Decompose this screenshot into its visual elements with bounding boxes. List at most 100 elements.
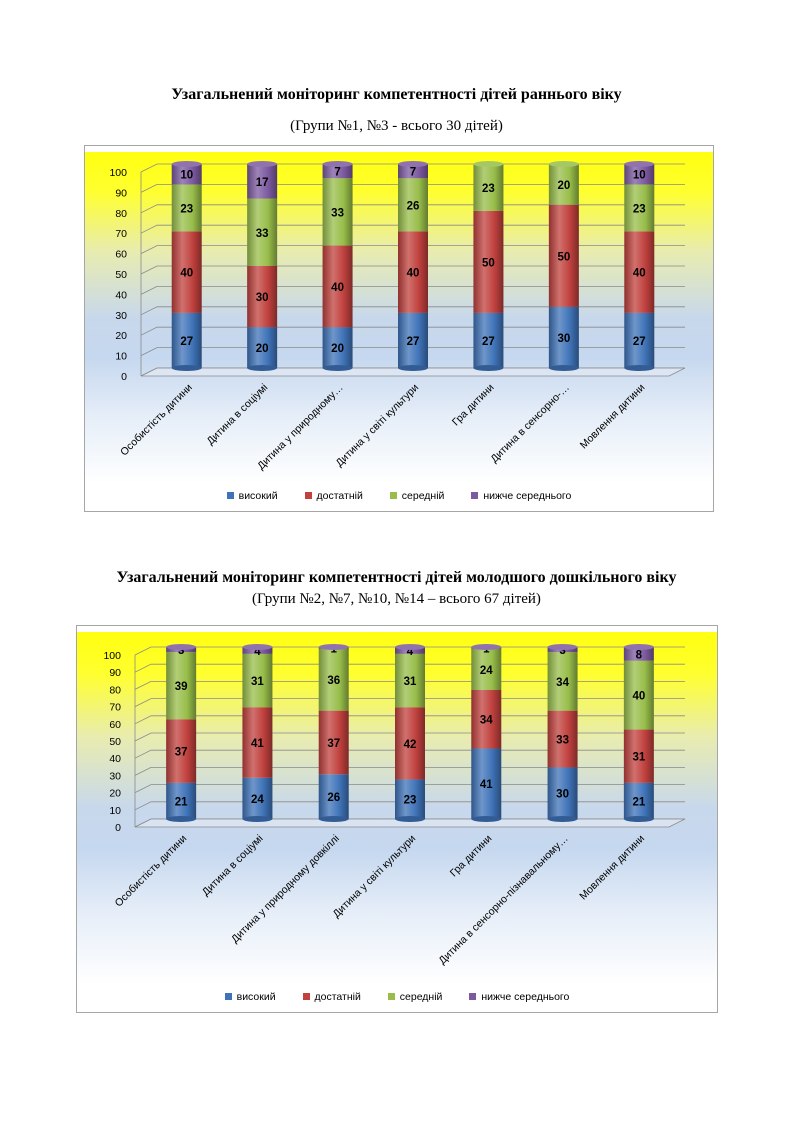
- chart-1: 0 10 20 30 40 50 60 70 80 90 100 27 40 23 10 Особистіст…: [84, 145, 714, 512]
- data-label: 4: [407, 646, 414, 658]
- y-tick-label: 0: [121, 371, 127, 383]
- data-label: 23: [180, 203, 193, 215]
- bar-segment: [395, 647, 425, 654]
- y-tick-label: 90: [109, 667, 121, 679]
- data-label: 20: [331, 343, 344, 355]
- chart-floor: [140, 367, 686, 377]
- bar-segment: [395, 779, 425, 819]
- bar-segment: [171, 231, 202, 313]
- data-label: 34: [556, 677, 569, 689]
- bar-segment: [242, 653, 273, 708]
- legend-item-below: нижче середнього: [469, 991, 569, 1003]
- bar-segment: [166, 719, 197, 783]
- data-label: 33: [556, 735, 569, 747]
- bar-segment: [242, 707, 273, 778]
- data-label: 40: [632, 691, 645, 703]
- bar-segment: [473, 312, 504, 368]
- bar-cap: [547, 644, 578, 650]
- bar-cap: [242, 644, 273, 650]
- bar-base: [471, 816, 502, 822]
- legend-swatch-medium: [387, 993, 395, 1000]
- gridline: [140, 326, 685, 336]
- gridline: [140, 184, 685, 193]
- bar-segment: [247, 327, 278, 368]
- bar-segment: [322, 245, 353, 328]
- legend-label-below: нижче середнього: [483, 490, 572, 502]
- data-label: 31: [251, 676, 264, 688]
- data-label: 26: [407, 200, 420, 212]
- bar-base: [473, 365, 504, 371]
- bar-segment: [398, 231, 428, 313]
- y-tick-label: 20: [115, 330, 127, 342]
- data-label: 50: [482, 257, 495, 269]
- data-label: 36: [327, 675, 340, 687]
- gridline: [134, 801, 685, 811]
- data-label: 30: [256, 292, 269, 304]
- data-label: 10: [633, 170, 646, 182]
- bar-segment: [322, 164, 353, 179]
- data-label: 3: [178, 645, 184, 657]
- y-tick-label: 90: [115, 187, 127, 199]
- bar-segment: [398, 312, 428, 368]
- data-label: 31: [632, 752, 645, 764]
- bar-base: [242, 816, 273, 822]
- bar-base: [624, 365, 655, 371]
- bar-segment: [624, 184, 655, 232]
- gridline: [140, 245, 685, 254]
- legend-swatch-high: [226, 492, 234, 499]
- bar-base: [398, 365, 428, 371]
- data-label: 40: [331, 282, 344, 294]
- bar-base: [623, 816, 654, 822]
- bar-base: [548, 365, 579, 371]
- y-tick-label: 70: [115, 228, 127, 240]
- bar-segment: [166, 782, 197, 819]
- chart-floor: [134, 818, 686, 828]
- bar-cap: [171, 161, 202, 167]
- bar-segment: [166, 652, 197, 720]
- chart-1-title: Узагальнений моніторинг компетентності д…: [171, 86, 622, 103]
- bar-base: [395, 816, 425, 822]
- data-label: 21: [175, 796, 188, 808]
- chart-1-subtitle: (Групи №1, №3 - всього 30 дітей): [290, 118, 503, 134]
- chart-2-subtitle: (Групи №2, №7, №10, №14 – всього 67 діте…: [252, 591, 541, 607]
- y-tick-label: 10: [109, 805, 121, 817]
- y-tick-label: 40: [109, 753, 121, 765]
- legend-item-high: високий: [226, 490, 278, 502]
- data-label: 24: [480, 665, 493, 677]
- gridline: [134, 732, 685, 742]
- data-label: 30: [557, 333, 570, 345]
- bar-cap: [624, 161, 655, 167]
- data-label: 26: [327, 792, 340, 804]
- data-label: 27: [180, 336, 193, 348]
- bar-segment: [624, 164, 655, 185]
- data-label: 21: [632, 796, 645, 808]
- bar-cap: [247, 161, 278, 167]
- data-label: 20: [557, 180, 570, 192]
- bar-segment: [624, 312, 655, 368]
- data-label: 27: [633, 336, 646, 348]
- chart-2: 0 10 20 30 40 50 60 70 80 90 100 21 37 39 3 Особистість…: [76, 625, 718, 1013]
- bar-segment: [247, 266, 278, 328]
- y-tick-label: 60: [109, 719, 121, 731]
- bar-segment: [242, 647, 273, 654]
- bar-segment: [322, 178, 353, 246]
- data-label: 8: [636, 649, 643, 661]
- gridline: [140, 204, 685, 214]
- legend-item-medium: середній: [387, 991, 442, 1003]
- bar-cap: [318, 644, 349, 650]
- bar-segment: [547, 710, 578, 768]
- gridline: [134, 681, 685, 690]
- gridline: [134, 698, 685, 707]
- data-label: 20: [256, 343, 269, 355]
- bar-segment: [398, 178, 428, 232]
- bar-segment: [395, 653, 425, 708]
- data-label: 40: [180, 268, 193, 280]
- bar-cap: [166, 644, 197, 650]
- y-tick-label: 100: [109, 167, 127, 179]
- bar-segment: [318, 774, 349, 819]
- data-label: 33: [331, 207, 344, 219]
- y-tick-label: 0: [115, 822, 121, 834]
- data-label: 27: [407, 336, 420, 348]
- legend-swatch-below: [469, 993, 477, 1000]
- data-label: 33: [256, 228, 269, 240]
